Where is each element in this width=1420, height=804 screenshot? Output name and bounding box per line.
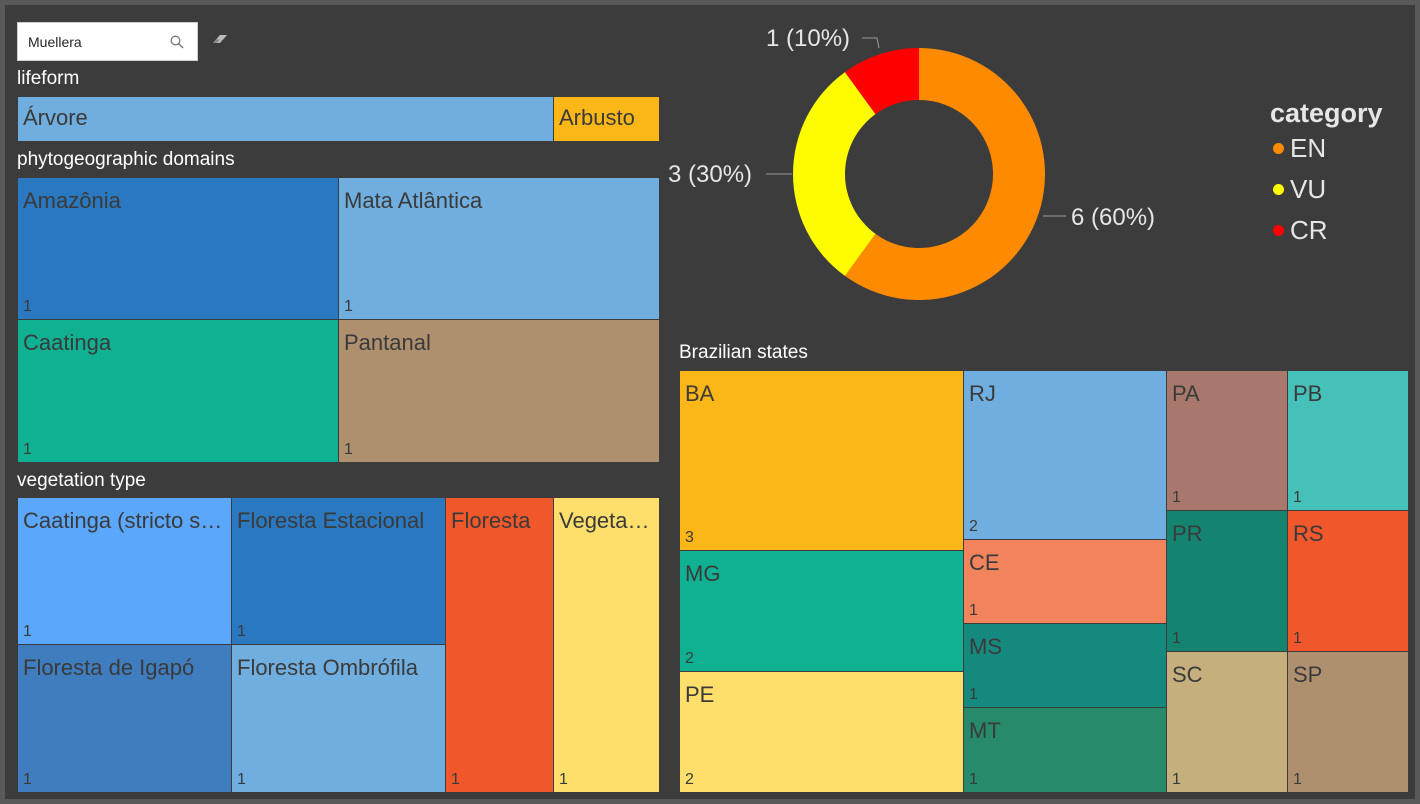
tile-count: 2	[969, 518, 978, 535]
state-tile-rj[interactable]: RJ 2	[963, 370, 1167, 540]
tile-label: SC	[1172, 662, 1203, 687]
legend-dot	[1273, 183, 1284, 195]
legend-item-vu[interactable]: VU	[1273, 174, 1326, 205]
tile-count: 1	[344, 441, 353, 458]
tile-label: Floresta Ombrófila	[237, 655, 418, 680]
vegetation-tile[interactable]: Caatinga (stricto sensu) 1	[17, 497, 232, 645]
donut-slice-cr[interactable]	[844, 48, 919, 115]
tile-label: Caatinga	[23, 330, 112, 355]
state-tile-ba[interactable]: BA 3	[679, 370, 964, 551]
legend-label: VU	[1290, 174, 1327, 204]
domain-tile[interactable]: Amazônia 1	[17, 177, 339, 320]
tile-label: Mata Atlântica	[344, 188, 483, 213]
tile-count: 1	[237, 623, 246, 640]
state-tile-mt[interactable]: MT 1	[963, 707, 1167, 793]
tile-count: 1	[969, 602, 978, 619]
tile-label: Árvore	[23, 105, 88, 130]
category-donut-chart: 6 (60%) 3 (30%) 1 (10%)	[668, 25, 1155, 300]
tile-label: Pantanal	[344, 330, 431, 355]
donut-slice-en[interactable]	[844, 48, 1045, 300]
state-tile-ce[interactable]: CE 1	[963, 539, 1167, 624]
tile-label: Amazônia	[23, 188, 121, 213]
domain-tile[interactable]: Caatinga 1	[17, 319, 339, 463]
donut-slice-vu[interactable]	[793, 72, 876, 276]
tile-label: PB	[1293, 381, 1323, 406]
tile-count: 1	[969, 686, 978, 703]
legend-item-cr[interactable]: CR	[1273, 215, 1328, 246]
data-label-cr: 1 (10%)	[766, 25, 850, 52]
states-title: Brazilian states	[679, 342, 808, 363]
tile-count: 3	[685, 529, 694, 546]
tile-count: 1	[23, 298, 32, 315]
tile-label: Arbusto	[559, 105, 635, 130]
search-slicer[interactable]: Muellera	[17, 22, 198, 61]
tile-count: 1	[344, 298, 353, 315]
vegetation-tile[interactable]: Floresta 1	[445, 497, 554, 793]
tile-label: MS	[969, 634, 1002, 659]
tile-count: 1	[1172, 630, 1181, 647]
state-tile-pb[interactable]: PB 1	[1287, 370, 1409, 511]
tile-label: Caatinga (stricto sensu)	[23, 508, 227, 533]
tile-count: 1	[1172, 489, 1181, 506]
tile-label: Floresta de Igapó	[23, 655, 195, 680]
tile-label: MG	[685, 561, 721, 586]
tile-count: 1	[1293, 630, 1302, 647]
state-tile-pa[interactable]: PA 1	[1166, 370, 1288, 511]
tile-label: CE	[969, 550, 1000, 575]
domain-tile[interactable]: Mata Atlântica 1	[338, 177, 660, 320]
legend-dot	[1273, 224, 1284, 236]
state-tile-sc[interactable]: SC 1	[1166, 651, 1288, 793]
tile-label: RS	[1293, 521, 1324, 546]
domains-title: phytogeographic domains	[17, 149, 235, 170]
tile-label: SP	[1293, 662, 1323, 687]
tile-count: 1	[1172, 771, 1181, 788]
data-label-vu: 3 (30%)	[668, 161, 752, 188]
tile-label: PR	[1172, 521, 1203, 546]
lifeform-tile[interactable]: Arbusto	[553, 96, 660, 142]
tile-count: 1	[23, 623, 32, 640]
state-tile-sp[interactable]: SP 1	[1287, 651, 1409, 793]
legend-label: EN	[1290, 133, 1327, 163]
lifeform-title: lifeform	[17, 68, 80, 89]
tile-count: 1	[23, 441, 32, 458]
tile-count: 1	[451, 771, 460, 788]
tile-label: MT	[969, 718, 1001, 743]
vegetation-tile[interactable]: Vegetação 1	[553, 497, 660, 793]
domain-tile[interactable]: Pantanal 1	[338, 319, 660, 463]
tile-count: 1	[237, 771, 246, 788]
tile-label: BA	[685, 381, 715, 406]
tile-count: 2	[685, 650, 694, 667]
tile-count: 1	[23, 771, 32, 788]
tile-count: 2	[685, 771, 694, 788]
tile-label: Floresta Estacional	[237, 508, 425, 533]
tile-count: 1	[969, 771, 978, 788]
state-tile-rs[interactable]: RS 1	[1287, 510, 1409, 652]
data-label-en: 6 (60%)	[1071, 204, 1155, 231]
legend-label: CR	[1290, 215, 1328, 245]
tile-label: PA	[1172, 381, 1200, 406]
state-tile-ms[interactable]: MS 1	[963, 623, 1167, 708]
lifeform-tile[interactable]: Árvore	[17, 96, 554, 142]
tile-label: Floresta	[451, 508, 531, 533]
state-tile-pe[interactable]: PE 2	[679, 671, 964, 793]
tile-label: Vegetação	[559, 508, 655, 533]
vegetation-tile[interactable]: Floresta Ombrófila 1	[231, 644, 446, 793]
tile-count: 1	[559, 771, 568, 788]
tile-label: RJ	[969, 381, 996, 406]
eraser-icon[interactable]	[211, 32, 229, 46]
search-icon[interactable]	[170, 35, 184, 49]
legend-dot	[1273, 142, 1284, 154]
tile-count: 1	[1293, 771, 1302, 788]
legend-item-en[interactable]: EN	[1273, 133, 1326, 164]
leader-line-cr	[862, 37, 880, 49]
vegetation-tile[interactable]: Floresta de Igapó 1	[17, 644, 232, 793]
state-tile-mg[interactable]: MG 2	[679, 550, 964, 672]
vegetation-title: vegetation type	[17, 470, 146, 491]
tile-label: PE	[685, 682, 715, 707]
legend-title: category	[1270, 98, 1383, 128]
vegetation-tile[interactable]: Floresta Estacional 1	[231, 497, 446, 645]
tile-count: 1	[1293, 489, 1302, 506]
search-input[interactable]: Muellera	[28, 34, 82, 50]
state-tile-pr[interactable]: PR 1	[1166, 510, 1288, 652]
